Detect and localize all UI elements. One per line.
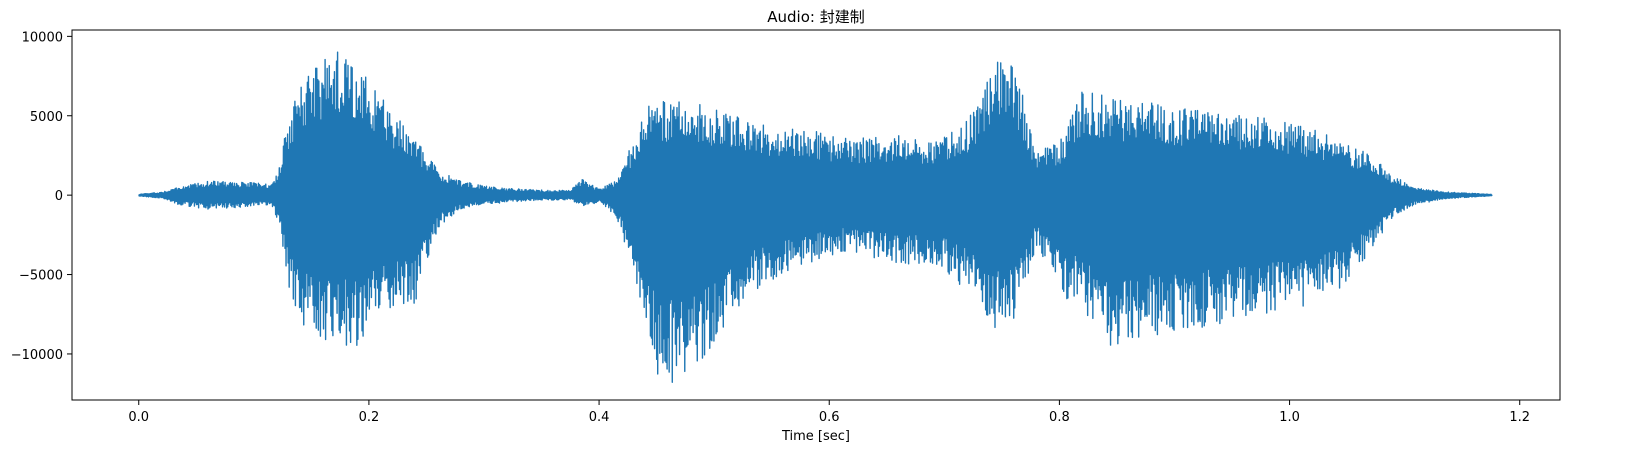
y-tick-label: 5000: [30, 110, 63, 125]
axes-frame: [71, 29, 1561, 401]
x-tick-label: 0.8: [1049, 410, 1070, 425]
x-tick-label: 1.2: [1509, 410, 1530, 425]
x-tick-label: 0.2: [359, 410, 380, 425]
y-tick-label: −5000: [19, 269, 63, 284]
waveform-line: [138, 51, 1493, 383]
y-tick-label: 10000: [22, 30, 63, 45]
plot-area: [138, 51, 1493, 383]
y-tick-label: 0: [55, 189, 63, 204]
x-tick-label: 0.4: [589, 410, 610, 425]
x-tick-label: 0.0: [128, 410, 149, 425]
chart-title: Audio: 封建制: [767, 8, 864, 26]
y-tick-label: −10000: [11, 348, 63, 363]
x-axis-label: Time [sec]: [781, 429, 850, 444]
x-tick-label: 0.6: [819, 410, 840, 425]
x-axis: 0.0 0.2 0.4 0.6 0.8 1.0 1.2: [128, 400, 1530, 425]
x-tick-label: 1.0: [1279, 410, 1300, 425]
y-axis: 10000 5000 0 −5000 −10000: [11, 30, 72, 363]
